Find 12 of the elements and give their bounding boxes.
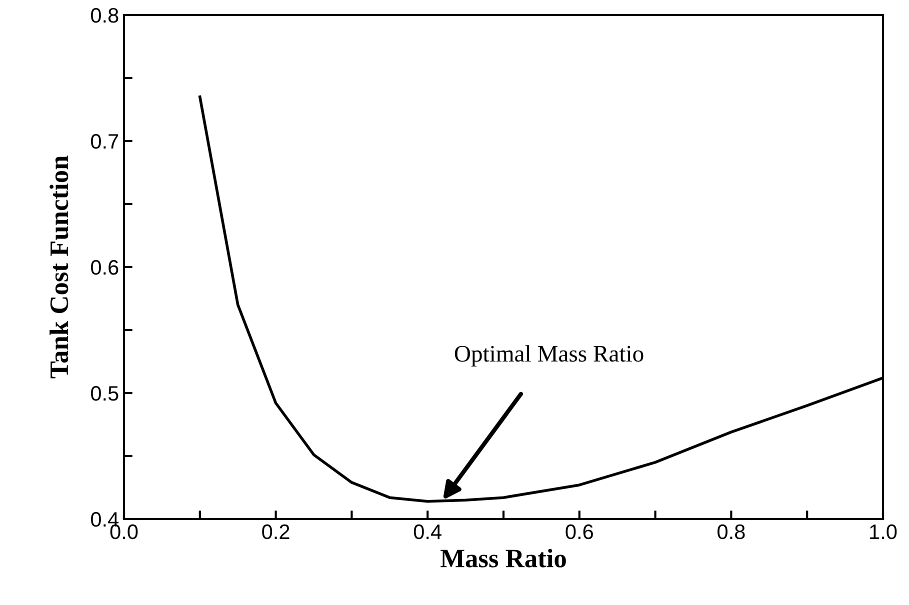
x-tick-label: 1.0 (870, 524, 897, 540)
y-tick-label: 0.8 (90, 8, 118, 23)
x-tick-label: 0.2 (262, 524, 290, 540)
y-tick-label: 0.6 (90, 260, 118, 275)
y-tick-label: 0.5 (90, 386, 118, 401)
x-tick-label: 0.4 (414, 524, 442, 540)
annotation: Optimal Mass Ratio (454, 345, 644, 367)
x-tick-label: 0.8 (718, 524, 745, 540)
y-axis-title: Tank Cost Function (50, 156, 68, 378)
x-axis-title: Mass Ratio (440, 548, 566, 568)
x-tick-label: 0.6 (566, 524, 593, 540)
y-tick-label: 0.7 (90, 134, 118, 149)
